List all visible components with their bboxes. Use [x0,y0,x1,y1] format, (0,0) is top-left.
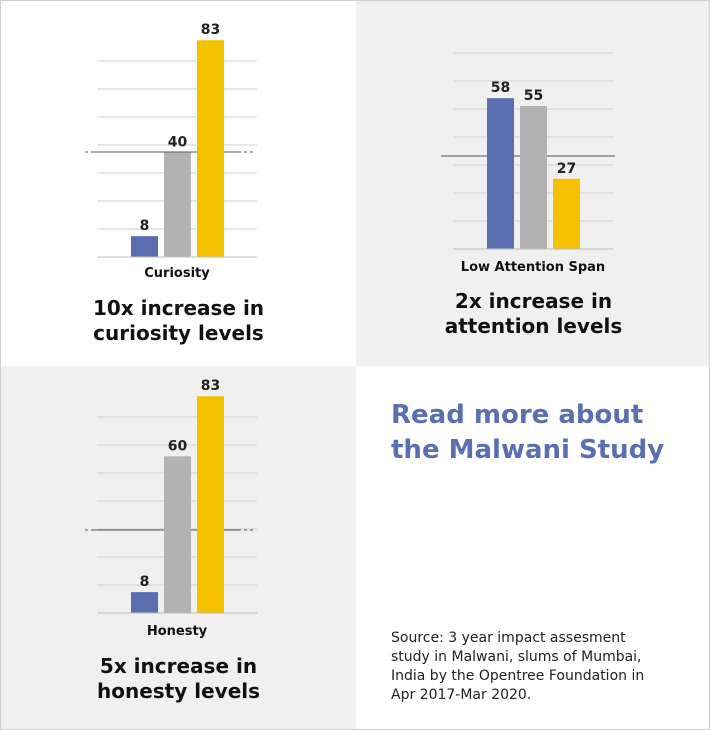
honesty-caption-line-1: 5x increase in [99,654,258,678]
bar [131,236,158,257]
bar [487,98,514,249]
bar [197,396,224,613]
attention-caption-line-2: attention levels [444,314,623,338]
study-info-panel: Read more about the Malwani Study Source… [356,366,709,729]
read-more-line-1: Read more about [391,400,644,430]
curiosity-caption-line-2: curiosity levels [93,321,264,345]
read-more-line-2: the Malwani Study [391,435,665,465]
bar-value-label: 58 [491,80,510,96]
bar-value-label: 83 [201,22,220,38]
bar-value-label: 60 [168,438,188,454]
attention-caption-line-1: 2x increase in [454,289,613,313]
honesty-caption: 5x increase in honesty levels [1,654,356,704]
curiosity-panel: 8 40 83 Curiosity 10x increase in curiosity… [1,1,356,366]
read-more-link[interactable]: Read more about the Malwani Study [391,398,691,468]
bar [553,178,580,249]
bar [164,456,191,613]
source-line-1: Source: 3 year impact assesment [391,630,626,646]
honesty-chart: 8 60 83 Honesty [85,378,259,639]
honesty-caption-line-2: honesty levels [96,679,261,703]
bar-value-label: 83 [201,378,220,394]
bar-value-label: 27 [557,161,576,177]
curiosity-caption-line-1: 10x increase in [92,296,265,320]
bar [131,592,158,613]
attention-caption: 2x increase in attention levels [356,289,709,339]
category-label: Honesty [147,624,208,639]
bar-value-label: 8 [140,218,150,234]
bar-value-label: 40 [168,135,188,151]
source-line-3: India by the Opentree Foundation in [391,668,645,684]
bar-value-label: 55 [524,88,543,104]
curiosity-chart: 8 40 83 Curiosity [85,22,259,281]
category-label: Curiosity [144,266,210,281]
curiosity-caption: 10x increase in curiosity levels [1,296,356,346]
bar [520,106,547,249]
attention-chart: 58 55 27 Low Attention Span [441,52,615,275]
category-label: Low Attention Span [461,260,605,275]
source-note: Source: 3 year impact assesment study in… [391,629,691,705]
source-line-2: study in Malwani, slums of Mumbai, [391,649,642,665]
attention-panel: 58 55 27 Low Attention Span 2x increase in … [356,1,709,366]
bar [164,152,191,257]
source-line-4: Apr 2017-Mar 2020. [391,687,532,703]
honesty-panel: 8 60 83 Honesty 5x increase in honesty leve… [1,366,356,729]
bar-value-label: 8 [140,574,150,590]
bar [197,40,224,258]
